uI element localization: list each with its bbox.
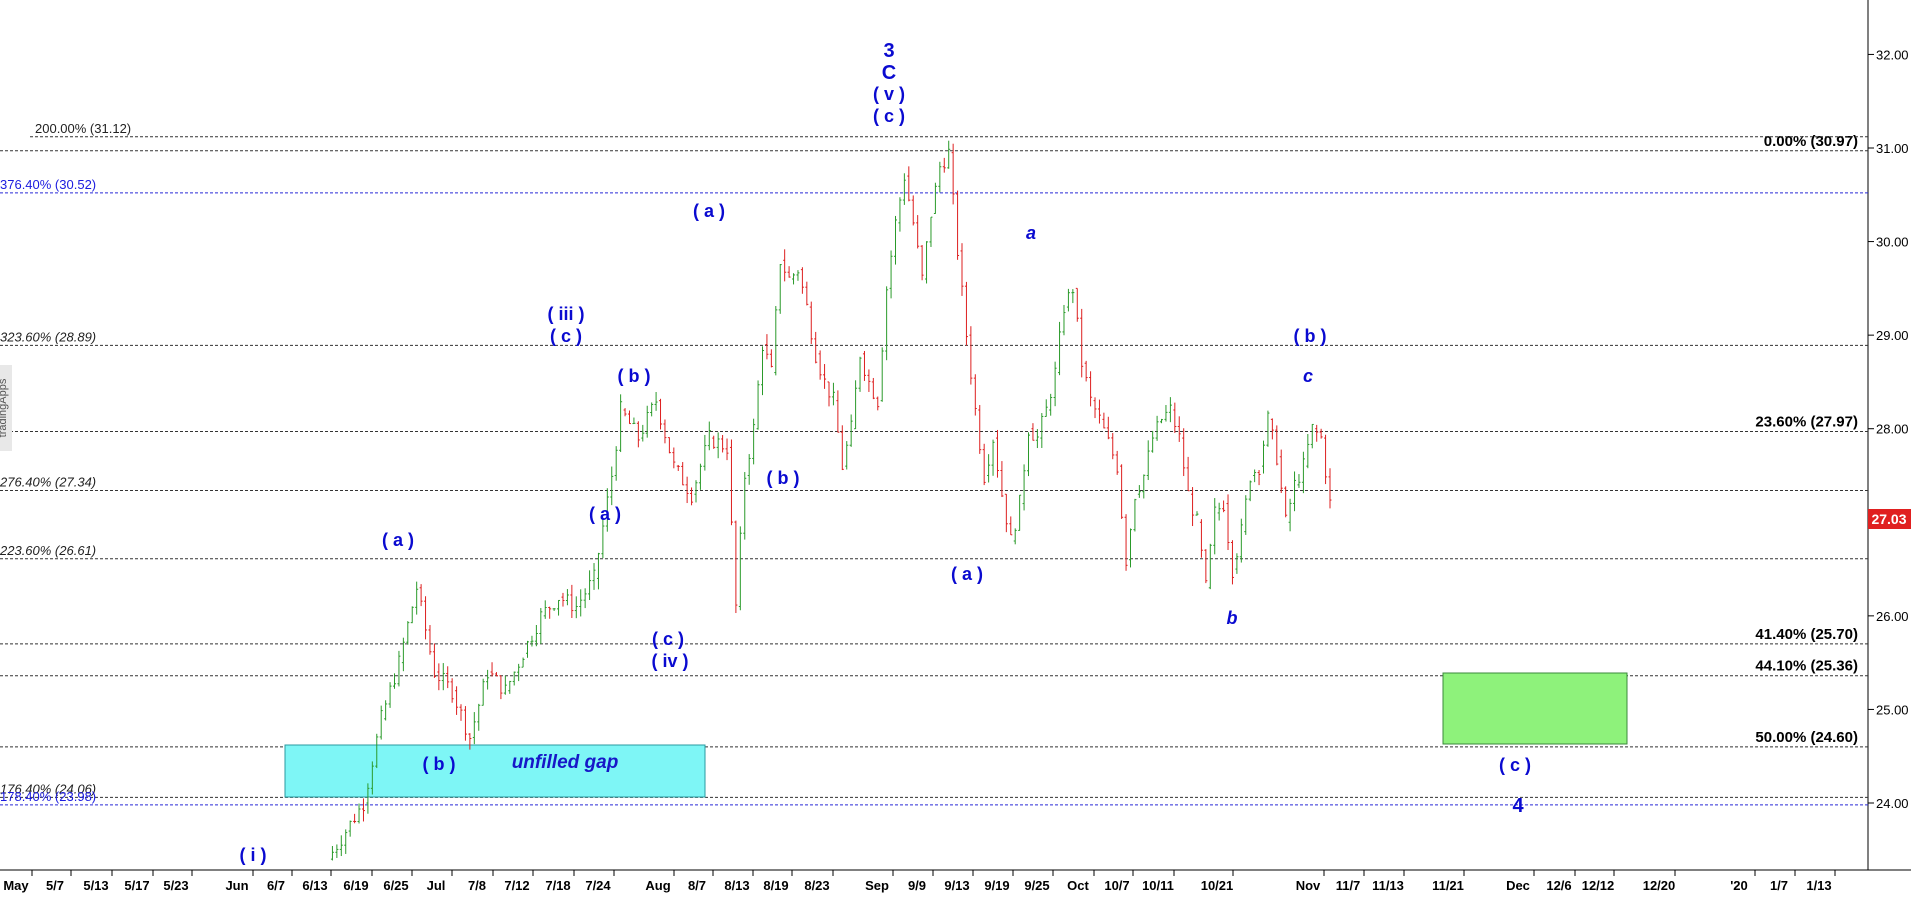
wave-label-b-small: b	[1227, 608, 1238, 628]
extension-label: 200.00% (31.12)	[35, 121, 131, 136]
x-tick-label: '20	[1730, 878, 1748, 893]
x-tick-label: 5/17	[124, 878, 149, 893]
x-tick-label: 11/7	[1336, 878, 1361, 893]
wave-labels: 3 C ( v ) ( c ) ( iii ) ( c ) ( c ) ( iv…	[240, 40, 1532, 865]
wave-label-b-paren: ( b )	[1294, 326, 1327, 346]
y-axis: 32.0031.0030.0029.0028.0027.0026.0025.00…	[1868, 47, 1909, 811]
x-axis: May 5/7 5/13 5/17 5/23 Jun 6/7 6/13 6/19 6/25 Jul 7…	[3, 870, 1836, 893]
wave-label-iv: ( iv )	[651, 651, 688, 671]
wave-label-4: 4	[1512, 795, 1524, 817]
x-tick-label: Jul	[427, 878, 446, 893]
wave-label-a4: ( a )	[951, 564, 983, 584]
extension-label: 223.60% (26.61)	[0, 543, 96, 558]
wave-label-3: 3	[883, 40, 894, 62]
wave-label-C: C	[882, 62, 896, 84]
wave-label-b1: ( b )	[423, 754, 456, 774]
wave-label-b2: ( b )	[618, 366, 651, 386]
x-tick-label: 10/11	[1142, 878, 1174, 893]
x-tick-label: 10/21	[1201, 878, 1234, 893]
x-tick-label: Sep	[865, 878, 889, 893]
x-tick-label: 12/12	[1582, 878, 1615, 893]
wave-label-c-iv: ( c )	[652, 629, 684, 649]
wave-label-a-small: a	[1026, 223, 1036, 243]
wave-label-iii: ( iii )	[548, 304, 585, 324]
x-tick-label: Jun	[225, 878, 248, 893]
x-tick-label: 12/6	[1546, 878, 1571, 893]
target-zone-box	[1442, 672, 1628, 745]
wave-label-a1: ( a )	[382, 530, 414, 550]
wave-label-a2: ( a )	[589, 504, 621, 524]
wave-label-c-paren: ( c )	[1499, 755, 1531, 775]
x-tick-label: 9/13	[944, 878, 969, 893]
watermark-box	[0, 365, 12, 451]
unfilled-gap-box	[284, 744, 706, 798]
x-tick-label: 6/25	[383, 878, 408, 893]
y-tick-label: 26.00	[1876, 609, 1909, 624]
x-tick-label: 8/13	[724, 878, 749, 893]
x-tick-label: 6/7	[267, 878, 285, 893]
candles	[330, 140, 1332, 861]
x-tick-label: Dec	[1506, 878, 1530, 893]
x-tick-label: 7/24	[585, 878, 611, 893]
extension-label: 323.60% (28.89)	[0, 329, 96, 344]
x-tick-label: Nov	[1296, 878, 1321, 893]
x-tick-label: 8/7	[688, 878, 706, 893]
fib-label: 41.40% (25.70)	[1755, 626, 1858, 643]
x-tick-label: 5/13	[83, 878, 108, 893]
y-tick-label: 24.00	[1876, 796, 1909, 811]
x-tick-label: 6/13	[302, 878, 327, 893]
wave-label-b3: ( b )	[767, 468, 800, 488]
unfilled-gap-label: unfilled gap	[512, 752, 619, 773]
wave-label-i: ( i )	[240, 845, 267, 865]
x-tick-label: 1/7	[1770, 878, 1788, 893]
x-tick-label: 8/19	[763, 878, 788, 893]
x-tick-label: 9/25	[1024, 878, 1049, 893]
x-tick-label: May	[3, 878, 29, 893]
fib-label: 23.60% (27.97)	[1755, 414, 1858, 431]
y-tick-label: 29.00	[1876, 328, 1909, 343]
x-tick-label: Oct	[1067, 878, 1089, 893]
extension-label: 176.40% (24.06)	[0, 781, 96, 796]
x-tick-label: 11/13	[1372, 878, 1404, 893]
wave-label-v: ( v )	[873, 84, 905, 104]
wave-label-c-iii: ( c )	[550, 326, 582, 346]
last-price-value: 27.03	[1871, 511, 1906, 527]
last-price-tag	[1868, 509, 1911, 529]
wave-label-c-small: c	[1303, 366, 1313, 386]
x-tick-label: 7/12	[504, 878, 529, 893]
wave-label-c-top: ( c )	[873, 106, 905, 126]
x-tick-label: 5/7	[46, 878, 64, 893]
extension-label: 276.40% (27.34)	[0, 474, 96, 489]
x-tick-label: 8/23	[804, 878, 829, 893]
x-tick-label: 9/19	[984, 878, 1009, 893]
y-tick-label: 30.00	[1876, 235, 1909, 250]
watermark-text: tradingApps	[0, 378, 9, 437]
y-tick-label: 31.00	[1876, 141, 1909, 156]
x-tick-label: 11/21	[1432, 878, 1464, 893]
x-tick-label: 6/19	[343, 878, 368, 893]
extension-label: 178.40% (23.98)	[0, 789, 96, 804]
x-tick-label: 1/13	[1806, 878, 1831, 893]
wave-label-a3: ( a )	[693, 201, 725, 221]
y-tick-label: 28.00	[1876, 422, 1909, 437]
x-tick-label: 7/8	[468, 878, 486, 893]
x-tick-label: 12/20	[1643, 878, 1676, 893]
x-tick-label: 9/9	[908, 878, 926, 893]
y-tick-label: 25.00	[1876, 702, 1909, 717]
x-tick-label: 7/18	[545, 878, 570, 893]
extension-label: 376.40% (30.52)	[0, 177, 96, 192]
x-tick-label: 5/23	[163, 878, 188, 893]
fib-label: 50.00% (24.60)	[1755, 729, 1858, 746]
fib-label: 44.10% (25.36)	[1755, 658, 1858, 675]
x-tick-label: 10/7	[1104, 878, 1129, 893]
y-tick-label: 32.00	[1876, 47, 1909, 62]
fib-label: 0.00% (30.97)	[1764, 133, 1858, 150]
x-tick-label: Aug	[645, 878, 670, 893]
